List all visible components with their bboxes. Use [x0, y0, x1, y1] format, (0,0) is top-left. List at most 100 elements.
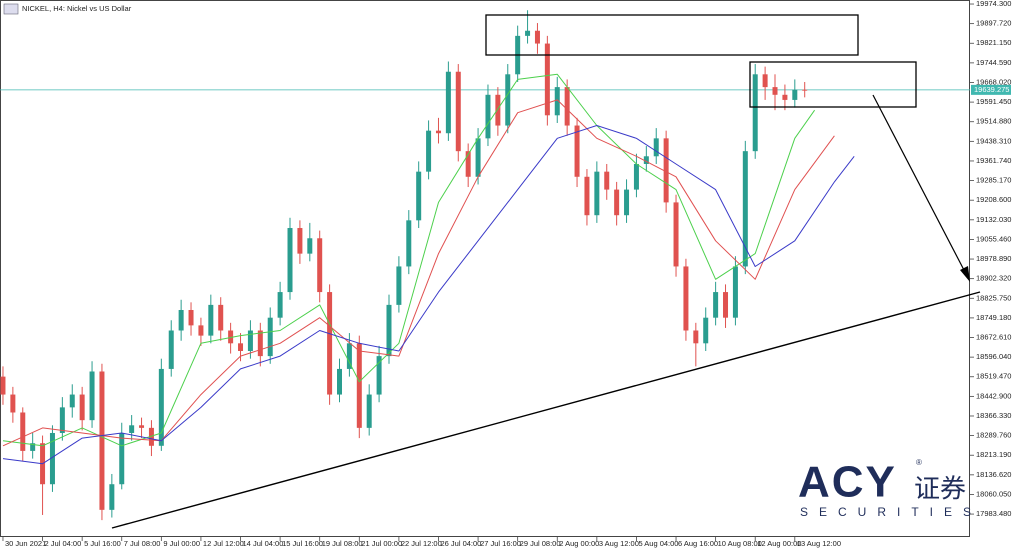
- candle-body: [614, 189, 620, 216]
- y-tick-label: 19285.170: [976, 176, 1011, 185]
- candle-body: [297, 228, 303, 254]
- candle-body: [267, 317, 273, 357]
- candle-body: [79, 394, 85, 421]
- x-tick-label: 5 Aug 04:00: [638, 539, 678, 548]
- candle-body: [168, 330, 174, 369]
- candle-body: [366, 394, 372, 428]
- x-tick-label: 10 Aug 08:00: [718, 539, 762, 548]
- candle-body: [564, 87, 570, 126]
- candle-body: [653, 138, 659, 157]
- y-tick-label: 18978.890: [976, 254, 1011, 263]
- candle-body: [148, 427, 154, 446]
- candle-body: [554, 87, 560, 116]
- candle-body: [485, 94, 491, 139]
- candle-body: [802, 89, 808, 91]
- candle-body: [426, 130, 432, 172]
- candle-body: [792, 89, 798, 100]
- candle-body: [544, 43, 550, 116]
- candle-body: [465, 151, 471, 177]
- logo-brand: ACY: [798, 458, 897, 507]
- candle-body: [633, 163, 639, 190]
- x-tick-label: 5 Jul 16:00: [84, 539, 121, 548]
- candle-body: [188, 310, 194, 326]
- x-tick-label: 14 Jul 04:00: [243, 539, 284, 548]
- candle-body: [158, 368, 164, 446]
- candle-body: [534, 30, 540, 44]
- x-tick-label: 26 Jul 04:00: [440, 539, 481, 548]
- candle-body: [69, 394, 75, 408]
- y-tick-label: 18366.330: [976, 411, 1011, 420]
- candle-body: [129, 425, 135, 433]
- candle-body: [0, 376, 6, 395]
- candle-body: [327, 292, 333, 395]
- y-tick-label: 19897.720: [976, 19, 1011, 28]
- candle-body: [238, 343, 244, 351]
- candle-body: [396, 266, 402, 305]
- candle-body: [495, 94, 501, 126]
- projection-arrow: [872, 94, 966, 273]
- y-tick-label: 19821.150: [976, 38, 1011, 47]
- arrow-head: [960, 266, 970, 282]
- x-tick-label: 29 Jul 08:00: [520, 539, 561, 548]
- trend-line: [111, 291, 981, 529]
- symbol-icon: [3, 3, 19, 15]
- y-tick-label: 18672.610: [976, 333, 1011, 342]
- candle-body: [109, 484, 115, 510]
- candle-body: [277, 292, 283, 318]
- candle-body: [624, 189, 630, 216]
- candle-body: [762, 74, 768, 88]
- y-tick-label: 19055.460: [976, 234, 1011, 243]
- candle-body: [505, 74, 511, 126]
- candle-body: [525, 30, 531, 36]
- x-tick-label: 2 Aug 00:00: [559, 539, 599, 548]
- y-tick-label: 18289.760: [976, 431, 1011, 440]
- candle-body: [337, 368, 342, 395]
- candle-body: [346, 343, 352, 369]
- x-tick-label: 27 Jul 16:00: [480, 539, 521, 548]
- x-tick-label: 7 Jul 08:00: [124, 539, 161, 548]
- candle-body: [742, 151, 748, 267]
- logo-tagline: SECURITIES: [800, 505, 982, 519]
- candle-body: [59, 407, 65, 433]
- candle-body: [752, 74, 758, 152]
- y-tick-label: 19668.020: [976, 77, 1011, 86]
- candle-body: [406, 220, 412, 267]
- candle-body: [416, 171, 422, 221]
- y-tick-label: 19514.880: [976, 117, 1011, 126]
- candle-body: [663, 138, 669, 203]
- y-tick-label: 18825.750: [976, 293, 1011, 302]
- candle-body: [99, 371, 105, 510]
- candle-body: [713, 292, 719, 318]
- candle-body: [228, 330, 234, 344]
- y-tick-label: 18136.620: [976, 470, 1011, 479]
- x-tick-label: 30 Jun 2021: [5, 539, 46, 548]
- y-tick-label: 18902.320: [976, 274, 1011, 283]
- current-price-label: 19639.275: [974, 85, 1009, 94]
- y-tick-label: 19591.450: [976, 97, 1011, 106]
- candle-body: [594, 171, 600, 216]
- candle-body: [703, 317, 709, 344]
- resistance-box: [485, 14, 859, 56]
- plot-frame: [0, 0, 970, 537]
- y-tick-label: 17983.480: [976, 509, 1011, 518]
- candle-body: [30, 443, 36, 451]
- y-tick-label: 18519.470: [976, 372, 1011, 381]
- chart-title: NICKEL, H4: Nickel vs US Dollar: [22, 4, 132, 13]
- candle-body: [584, 176, 590, 216]
- x-tick-label: 13 Aug 12:00: [797, 539, 841, 548]
- candle-body: [386, 304, 392, 357]
- candle-body: [20, 412, 26, 451]
- x-tick-label: 12 Aug 00:00: [757, 539, 801, 548]
- current-price-box: [971, 84, 1011, 95]
- y-tick-label: 19361.740: [976, 156, 1011, 165]
- candle-body: [139, 425, 145, 428]
- candle-body: [198, 325, 204, 336]
- candle-body: [673, 202, 679, 267]
- y-tick-label: 18442.900: [976, 391, 1011, 400]
- y-tick-label: 19974.300: [976, 0, 1011, 8]
- y-tick-label: 19438.310: [976, 136, 1011, 145]
- candle-body: [772, 87, 778, 95]
- x-tick-label: 15 Jul 16:00: [282, 539, 323, 548]
- x-tick-label: 22 Jul 12:00: [401, 539, 442, 548]
- y-tick-label: 18060.050: [976, 489, 1011, 498]
